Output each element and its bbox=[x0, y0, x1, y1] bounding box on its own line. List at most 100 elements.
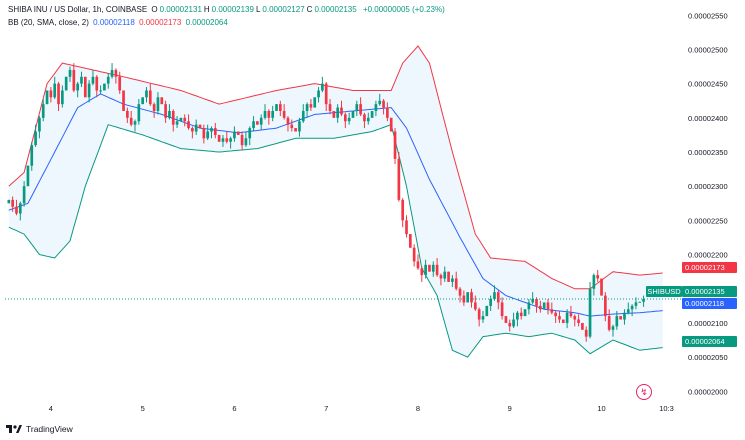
candle-body bbox=[11, 199, 14, 207]
candle-body bbox=[95, 76, 99, 91]
candle-body bbox=[470, 292, 473, 303]
candle-body bbox=[53, 83, 57, 98]
candle-body bbox=[569, 312, 573, 317]
lightning-icon[interactable]: ↯ bbox=[636, 384, 652, 400]
candle-body bbox=[508, 322, 512, 327]
candle-body bbox=[615, 316, 619, 327]
time-axis[interactable]: 4 5 6 7 8 9 10 10:3 bbox=[49, 404, 674, 413]
candles bbox=[7, 63, 645, 342]
candle-body bbox=[87, 83, 91, 98]
candle-body bbox=[191, 128, 194, 132]
candle-body bbox=[171, 110, 175, 125]
candle-body bbox=[504, 316, 508, 323]
candle-body bbox=[76, 83, 79, 91]
candle-body bbox=[604, 295, 607, 317]
candle-body bbox=[527, 302, 531, 310]
candle-body bbox=[137, 104, 141, 122]
candle-body bbox=[355, 104, 359, 111]
candle-body bbox=[619, 316, 622, 320]
candle-body bbox=[573, 316, 577, 320]
candle-body bbox=[519, 312, 523, 317]
y-tick-label: 0.00002550 bbox=[688, 11, 728, 20]
last-price-tag: 0.00002135 bbox=[682, 286, 737, 297]
candle-body bbox=[416, 261, 420, 269]
candle-body bbox=[535, 299, 538, 306]
candle-body bbox=[259, 117, 263, 125]
candle-body bbox=[194, 124, 198, 132]
ohlc-value-o: 0.00002131 bbox=[159, 5, 202, 14]
candle-body bbox=[363, 114, 366, 122]
candle-body bbox=[592, 275, 596, 289]
candle-body bbox=[431, 264, 435, 272]
candle-body bbox=[126, 110, 129, 118]
candle-body bbox=[561, 319, 565, 323]
candle-body bbox=[278, 104, 282, 111]
tradingview-brand[interactable]: TradingView bbox=[6, 424, 73, 434]
candle-body bbox=[386, 107, 389, 118]
candle-body bbox=[393, 131, 397, 159]
candle-body bbox=[91, 76, 95, 84]
candle-body bbox=[577, 319, 580, 323]
x-tick-label: 7 bbox=[324, 404, 328, 413]
x-tick-label: 6 bbox=[232, 404, 236, 413]
symbol-legend[interactable]: SHIBA INU / US Dollar, 1h, COINBASE O 0.0… bbox=[8, 5, 447, 14]
candle-body bbox=[477, 309, 481, 320]
candle-body bbox=[489, 299, 492, 306]
candle-body bbox=[351, 110, 355, 118]
candle-body bbox=[244, 138, 248, 146]
candle-body bbox=[271, 110, 275, 118]
candle-body bbox=[206, 131, 210, 139]
change-value: +0.00000005 (+0.23%) bbox=[362, 5, 445, 14]
candle-body bbox=[15, 206, 18, 214]
candle-body bbox=[141, 97, 144, 105]
candle-body bbox=[168, 110, 171, 118]
candle-body bbox=[183, 117, 187, 122]
candle-body bbox=[408, 234, 412, 248]
candle-body bbox=[607, 316, 611, 330]
candle-body bbox=[298, 121, 301, 132]
candle-body bbox=[336, 107, 340, 118]
candle-body bbox=[309, 104, 313, 108]
bb-label: BB (20, SMA, close, 2) bbox=[8, 18, 89, 27]
candle-body bbox=[485, 305, 489, 317]
candle-body bbox=[294, 128, 297, 132]
y-tick-label: 0.00002400 bbox=[688, 114, 728, 123]
lower-band-price-tag: 0.00002064 bbox=[682, 336, 737, 347]
tradingview-logo-icon bbox=[6, 425, 22, 433]
candle-body bbox=[539, 305, 542, 310]
candle-body bbox=[321, 83, 324, 91]
candle-body bbox=[447, 271, 450, 282]
candle-body bbox=[630, 305, 634, 310]
candle-body bbox=[500, 302, 504, 317]
bb-legend[interactable]: BB (20, SMA, close, 2) 0.00002118 0.0000… bbox=[8, 18, 230, 27]
candle-body bbox=[7, 199, 11, 204]
candle-body bbox=[164, 104, 167, 118]
candle-body bbox=[30, 145, 34, 166]
ohlc-key-c: C bbox=[306, 5, 313, 14]
candle-body bbox=[301, 110, 305, 122]
x-tick-label: 5 bbox=[141, 404, 145, 413]
candle-body bbox=[466, 292, 470, 303]
candle-body bbox=[424, 264, 427, 276]
candle-body bbox=[68, 69, 72, 77]
candle-body bbox=[493, 292, 496, 300]
candle-body bbox=[638, 301, 642, 303]
candle-body bbox=[202, 128, 206, 139]
candle-body bbox=[263, 110, 267, 118]
candle-body bbox=[233, 131, 236, 139]
band-fill bbox=[8, 46, 663, 358]
candle-body bbox=[397, 158, 401, 200]
candle-body bbox=[252, 121, 255, 129]
candle-body bbox=[443, 271, 447, 279]
middle-band-price-tag: 0.00002118 bbox=[682, 298, 737, 309]
candle-body bbox=[550, 309, 554, 313]
candle-body bbox=[462, 295, 466, 303]
candle-body bbox=[179, 117, 183, 122]
x-tick-label: 10:3 bbox=[659, 404, 674, 413]
candle-body bbox=[405, 220, 408, 235]
candle-body bbox=[236, 131, 240, 135]
y-tick-label: 0.00002000 bbox=[688, 387, 728, 396]
candle-body bbox=[248, 128, 252, 139]
candle-body bbox=[110, 69, 114, 77]
